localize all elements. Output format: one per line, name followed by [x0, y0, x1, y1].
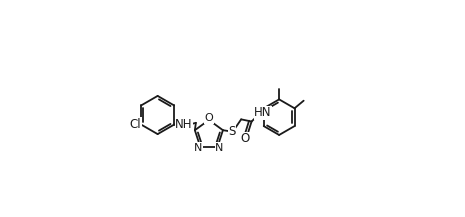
Text: O: O — [205, 113, 213, 123]
Text: S: S — [228, 125, 236, 138]
Text: NH: NH — [175, 118, 193, 132]
Text: Cl: Cl — [130, 118, 141, 131]
Text: N: N — [194, 143, 203, 153]
Text: O: O — [240, 132, 249, 145]
Text: HN: HN — [254, 106, 272, 119]
Text: N: N — [215, 143, 224, 153]
